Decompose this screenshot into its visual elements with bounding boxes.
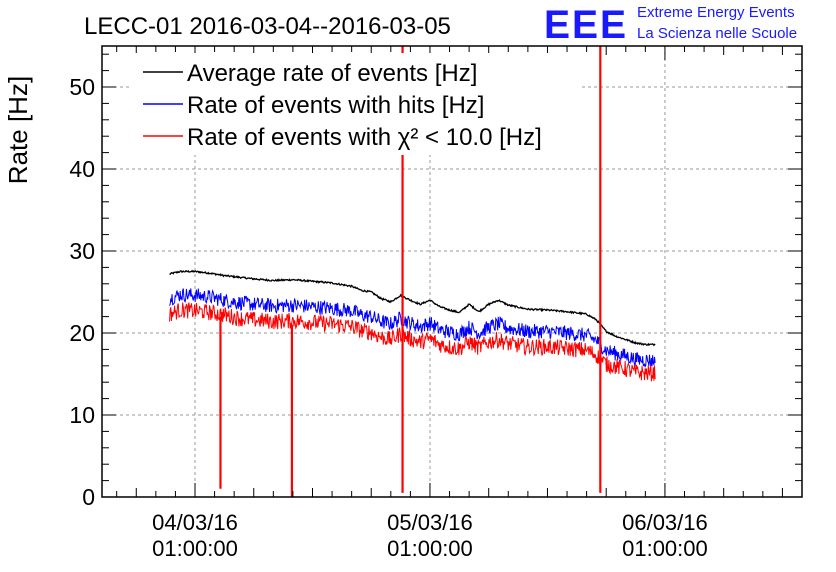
y-tick-label: 30 [69,238,95,264]
series-line-1 [169,269,656,347]
eee-logo-mark: EEE [544,3,628,47]
y-tick-label: 40 [69,156,95,182]
x-axis-ticks: 04/03/1601:00:0005/03/1601:00:0006/03/16… [116,46,803,561]
x-tick-label-date: 06/03/16 [622,510,708,535]
eee-logo: EEE Extreme Energy Events La Scienza nel… [544,3,797,47]
y-axis-ticks: 0 10 20 30 40 50 [69,53,802,510]
x-tick-label-time: 01:00:00 [622,536,708,561]
logo-line-1: Extreme Energy Events [637,4,795,21]
plot-frame [101,45,803,498]
y-tick-label: 20 [69,320,95,346]
x-tick-label-time: 01:00:00 [387,536,473,561]
x-tick-label-date: 04/03/16 [152,510,238,535]
y-tick-label: 0 [82,484,95,510]
y-tick-label: 10 [69,402,95,428]
series-line-2 [169,288,656,368]
legend-label-1: Average rate of events [Hz] [187,60,477,87]
series-line-3 [169,302,656,382]
legend-box [132,53,580,155]
legend-label-3: Rate of events with χ² < 10.0 [Hz] [187,124,542,151]
x-tick-label-time: 01:00:00 [152,536,238,561]
chart-title: LECC-01 2016-03-04--2016-03-05 [84,13,451,40]
x-tick-label-date: 05/03/16 [387,510,473,535]
y-axis-label: Rate [Hz] [3,76,33,184]
y-tick-label: 50 [69,74,95,100]
logo-line-2: La Scienza nelle Scuole [637,25,797,42]
legend: Average rate of events [Hz] Rate of event… [132,53,580,155]
series-layer [169,46,656,497]
legend-label-2: Rate of events with hits [Hz] [187,92,484,119]
